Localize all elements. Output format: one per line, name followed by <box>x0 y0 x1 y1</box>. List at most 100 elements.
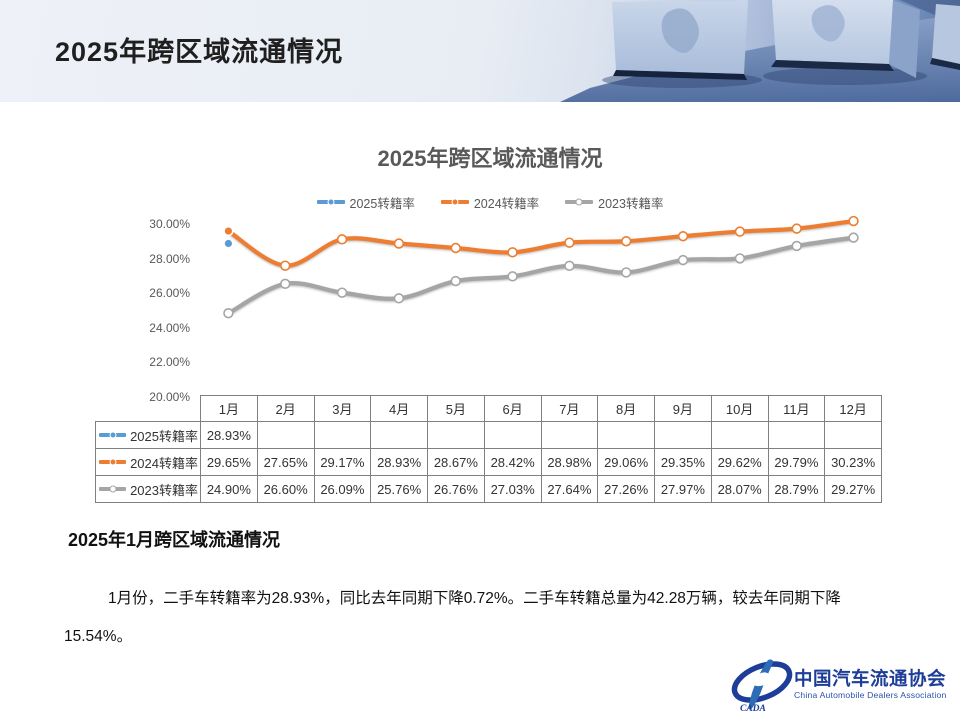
value-cell: 28.79% <box>767 475 826 503</box>
data-point <box>280 278 291 290</box>
table-row: 2023转籍率 24.90% 26.60% 26.09% 25.76% 26.76% 27.… <box>95 475 882 503</box>
data-point <box>677 254 689 266</box>
value-cell: 28.93% <box>370 448 428 476</box>
value-cell: 29.17% <box>313 448 372 476</box>
month-header-cell: 7月 <box>540 395 599 422</box>
data-point <box>280 260 291 271</box>
logo-text-en: China Automobile Dealers Association <box>794 690 947 700</box>
legend-item-label: 2023转籍率 <box>598 196 664 211</box>
data-point <box>450 275 461 287</box>
row-label-cell: 2023转籍率 <box>95 475 201 503</box>
body-paragraph: 1月份，二手车转籍率为28.93%，同比去年同期下降0.72%。二手车转籍总量为… <box>64 590 841 645</box>
legend-item: 2023转籍率 <box>565 193 663 212</box>
value-cell: 28.07% <box>710 475 769 503</box>
legend-item: 2025转籍率 <box>316 193 415 212</box>
value-cell <box>540 421 599 449</box>
value-cell: 24.90% <box>200 475 258 503</box>
value-cell <box>427 421 485 449</box>
series-marker <box>565 198 594 206</box>
value-cell: 29.79% <box>767 448 826 476</box>
series-line-2024转籍率 <box>226 218 856 268</box>
chart-title: 2025年跨区域流通情况 <box>377 146 603 171</box>
row-label-text: 2025转籍率 <box>130 428 198 444</box>
y-axis-tick-label: 22.00% <box>149 355 190 370</box>
legend-item: 2024转籍率 <box>440 193 540 212</box>
cada-logo: CADA <box>731 659 793 714</box>
data-point <box>734 226 746 237</box>
value-cell <box>654 421 712 449</box>
y-axis-tick-label: 26.00% <box>149 286 190 301</box>
value-cell: 26.76% <box>427 475 485 503</box>
data-point <box>677 231 689 242</box>
series-marker <box>316 198 345 206</box>
body-heading: 2025年1月跨区域流通情况 <box>68 530 281 550</box>
data-point <box>450 242 461 254</box>
table-row: 2025转籍率 28.93% <box>95 421 882 449</box>
month-header-cell: 5月 <box>427 395 485 422</box>
data-point <box>564 260 575 272</box>
value-cell: 26.09% <box>313 475 372 503</box>
legend-item-label: 2024转籍率 <box>473 196 540 211</box>
month-header-cell: 10月 <box>710 395 769 422</box>
cada-logo-mark-text: CADA <box>740 704 766 714</box>
month-header-cell: 1月 <box>200 395 258 422</box>
month-header-cell: 9月 <box>654 395 712 422</box>
series-line-2023转籍率 <box>226 235 856 316</box>
line-chart-plot <box>223 215 859 319</box>
value-cell <box>370 421 428 449</box>
value-cell: 28.42% <box>483 448 542 476</box>
data-point <box>621 267 632 278</box>
data-point <box>621 236 632 247</box>
value-cell <box>824 421 882 449</box>
page-title: 2025年跨区域流通情况 <box>55 37 344 67</box>
month-header-cell: 11月 <box>767 395 826 422</box>
data-point <box>507 271 518 282</box>
value-cell <box>256 421 315 449</box>
value-cell: 29.65% <box>200 448 258 476</box>
data-point <box>223 225 234 237</box>
header-cubes-graphic <box>560 0 960 102</box>
value-cell <box>483 421 542 449</box>
y-axis-tick-label: 28.00% <box>149 251 190 266</box>
value-cell <box>313 421 372 449</box>
value-cell: 27.26% <box>597 475 655 503</box>
month-header-cell: 2月 <box>256 395 315 422</box>
data-point <box>791 240 802 252</box>
y-axis-tick-label: 30.00% <box>149 217 190 231</box>
data-point <box>336 287 348 298</box>
row-label-text: 2023转籍率 <box>130 482 198 498</box>
y-axis-tick-label: 20.00% <box>149 390 190 404</box>
chart-data-table: 1月 2月 3月 4月 5月 6月 7月 8月 9月 10月 11月 12月 2025转籍率 28.93%… <box>95 395 882 503</box>
data-point <box>393 238 405 249</box>
data-point <box>848 232 859 243</box>
row-label-cell: 2024转籍率 <box>95 448 201 476</box>
value-cell: 25.76% <box>370 475 428 503</box>
month-header-cell: 4月 <box>370 395 428 422</box>
data-point <box>223 308 234 319</box>
series-marker <box>99 431 127 439</box>
data-point <box>507 247 518 258</box>
row-label-text: 2024转籍率 <box>130 455 198 471</box>
y-axis-tick-label: 24.00% <box>149 320 190 335</box>
month-header-cell: 12月 <box>824 395 882 422</box>
data-point <box>223 238 234 249</box>
value-cell: 27.65% <box>256 448 315 476</box>
value-cell: 28.98% <box>540 448 599 476</box>
row-label-cell: 2025转籍率 <box>95 421 201 449</box>
value-cell: 28.93% <box>200 421 258 449</box>
value-cell: 27.03% <box>483 475 542 503</box>
logo-text-cn: 中国汽车流通协会 <box>794 668 947 689</box>
value-cell: 29.06% <box>597 448 655 476</box>
table-header-row: 1月 2月 3月 4月 5月 6月 7月 8月 9月 10月 11月 12月 <box>96 395 882 422</box>
value-cell <box>710 421 769 449</box>
data-point <box>791 223 802 234</box>
value-cell <box>597 421 655 449</box>
data-point <box>336 234 348 245</box>
series-marker <box>99 458 127 466</box>
series-marker <box>440 198 469 206</box>
series-marker <box>99 485 127 493</box>
value-cell: 28.67% <box>427 448 485 476</box>
table-corner-cell <box>96 396 201 422</box>
value-cell: 27.97% <box>654 475 712 503</box>
